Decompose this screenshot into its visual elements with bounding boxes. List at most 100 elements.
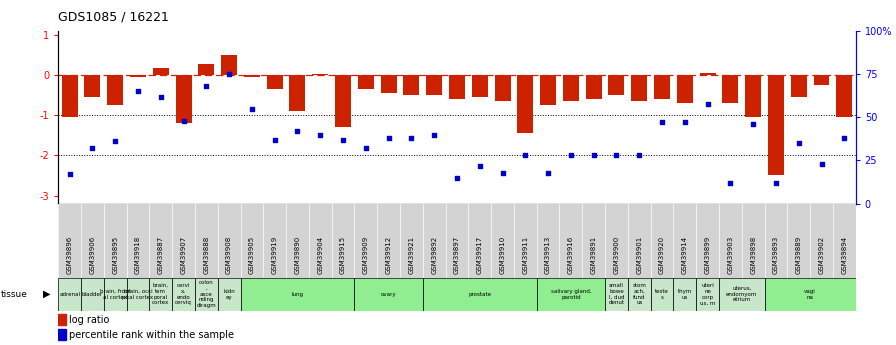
Text: GSM39917: GSM39917 xyxy=(477,236,483,274)
Point xyxy=(541,170,556,175)
Bar xyxy=(540,75,556,105)
Text: GSM39889: GSM39889 xyxy=(796,236,802,274)
Bar xyxy=(240,278,355,310)
Point xyxy=(472,163,487,168)
Bar xyxy=(176,75,192,123)
Text: salivary gland,
parotid: salivary gland, parotid xyxy=(550,289,591,299)
Point xyxy=(837,135,851,141)
Text: brain, front
al cortex: brain, front al cortex xyxy=(99,289,131,299)
Bar xyxy=(722,75,738,103)
Bar xyxy=(355,278,423,310)
Text: lung: lung xyxy=(291,292,304,297)
Point xyxy=(677,120,692,125)
Text: GDS1085 / 16221: GDS1085 / 16221 xyxy=(58,10,169,23)
Bar xyxy=(654,75,670,99)
Text: kidn
ey: kidn ey xyxy=(223,289,235,299)
Text: GSM39900: GSM39900 xyxy=(614,236,619,274)
Point xyxy=(336,137,350,142)
Text: GSM39919: GSM39919 xyxy=(271,236,278,274)
Text: GSM39894: GSM39894 xyxy=(841,236,848,274)
Bar xyxy=(563,75,579,101)
Text: GSM39896: GSM39896 xyxy=(66,236,73,274)
Bar xyxy=(104,278,126,310)
Text: brain, occi
pital cortex: brain, occi pital cortex xyxy=(123,289,153,299)
Point xyxy=(222,71,237,77)
Text: GSM39895: GSM39895 xyxy=(112,236,118,274)
Bar xyxy=(58,314,66,325)
Point xyxy=(290,128,305,134)
Bar xyxy=(650,278,674,310)
Point xyxy=(427,132,442,137)
Text: GSM39904: GSM39904 xyxy=(317,236,323,274)
Text: GSM39893: GSM39893 xyxy=(773,236,779,274)
Bar xyxy=(126,278,150,310)
Text: GSM39918: GSM39918 xyxy=(135,236,141,274)
Text: GSM39916: GSM39916 xyxy=(568,236,573,274)
Text: GSM39887: GSM39887 xyxy=(158,236,164,274)
Bar xyxy=(764,278,856,310)
Bar xyxy=(84,75,100,97)
Bar xyxy=(198,64,214,75)
Point xyxy=(655,120,669,125)
Text: GSM39898: GSM39898 xyxy=(750,236,756,274)
Bar xyxy=(423,278,537,310)
Point xyxy=(518,152,532,158)
Text: GSM39903: GSM39903 xyxy=(728,236,733,274)
Bar xyxy=(632,75,647,101)
Bar xyxy=(449,75,465,99)
Bar xyxy=(218,278,240,310)
Bar xyxy=(605,278,628,310)
Bar xyxy=(58,329,66,340)
Point xyxy=(495,170,510,175)
Text: GSM39899: GSM39899 xyxy=(704,236,711,274)
Text: GSM39892: GSM39892 xyxy=(431,236,437,274)
Point xyxy=(404,135,418,141)
Point xyxy=(587,152,601,158)
Point xyxy=(63,171,77,177)
Text: adrenal: adrenal xyxy=(59,292,80,297)
Point xyxy=(313,132,327,137)
Text: ▶: ▶ xyxy=(43,289,50,299)
Point xyxy=(358,146,373,151)
Point xyxy=(746,121,761,127)
Text: GSM39906: GSM39906 xyxy=(90,236,95,274)
Bar xyxy=(608,75,625,95)
Bar xyxy=(495,75,511,101)
Bar xyxy=(814,75,830,85)
Text: small
bowe
l, dud
denut: small bowe l, dud denut xyxy=(608,283,625,305)
Bar xyxy=(221,55,237,75)
Text: GSM39912: GSM39912 xyxy=(385,236,392,274)
Bar xyxy=(267,75,282,89)
Text: GSM39911: GSM39911 xyxy=(522,236,529,274)
Point xyxy=(199,83,213,89)
Point xyxy=(791,140,806,146)
Point xyxy=(108,139,123,144)
Text: uterus,
endomyom
etrium: uterus, endomyom etrium xyxy=(726,286,757,303)
Text: tissue: tissue xyxy=(1,289,28,299)
Text: GSM39902: GSM39902 xyxy=(819,236,824,274)
Point xyxy=(245,106,259,111)
Text: GSM39914: GSM39914 xyxy=(682,236,688,274)
Bar xyxy=(130,75,146,77)
Point xyxy=(153,94,168,99)
Text: GSM39909: GSM39909 xyxy=(363,236,369,274)
Bar xyxy=(696,278,719,310)
Bar xyxy=(791,75,806,97)
Bar xyxy=(426,75,442,95)
Bar xyxy=(472,75,487,97)
Text: GSM39910: GSM39910 xyxy=(500,236,505,274)
Text: vagi
na: vagi na xyxy=(805,289,816,299)
Text: GSM39905: GSM39905 xyxy=(249,236,254,274)
Text: GSM39920: GSM39920 xyxy=(659,236,665,274)
Text: uteri
ne
corp
us, m: uteri ne corp us, m xyxy=(700,283,715,305)
Bar xyxy=(335,75,351,127)
Bar xyxy=(358,75,374,89)
Bar xyxy=(700,73,716,75)
Bar xyxy=(381,75,397,93)
Point xyxy=(632,152,646,158)
Bar xyxy=(289,75,306,111)
Text: GSM39908: GSM39908 xyxy=(226,236,232,274)
Bar xyxy=(537,278,605,310)
Bar xyxy=(172,278,195,310)
Text: stom
ach,
fund
us: stom ach, fund us xyxy=(633,283,646,305)
